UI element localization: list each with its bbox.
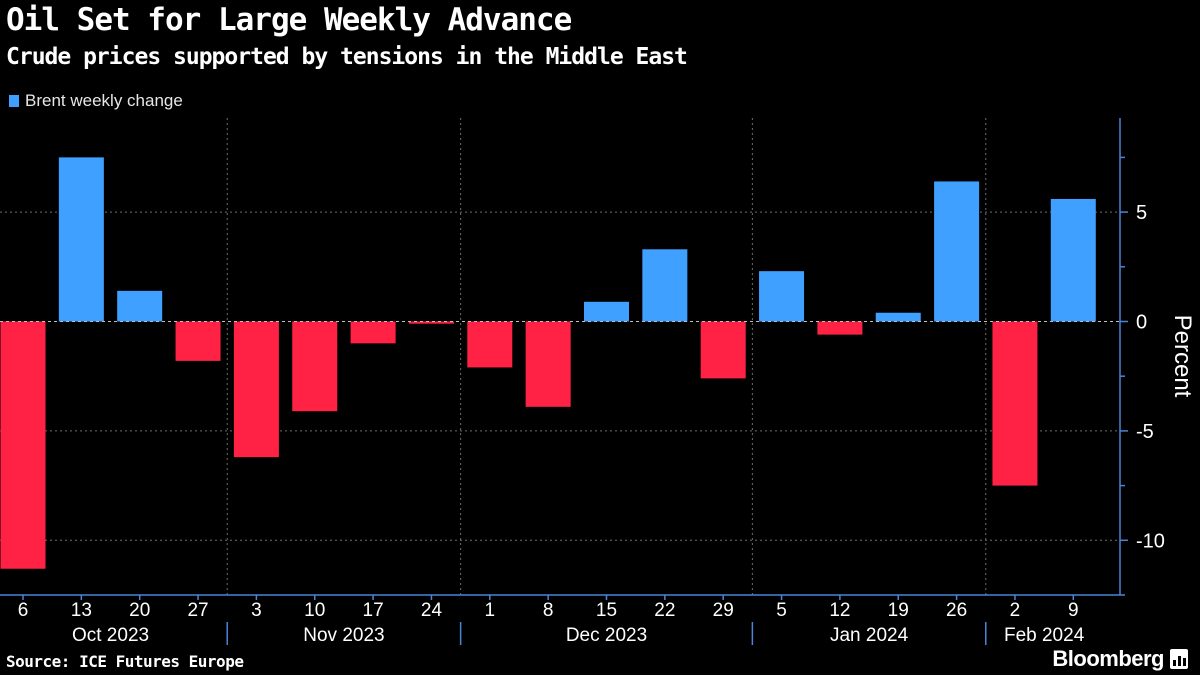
bar (992, 321, 1038, 486)
y-tick-label: 5 (1136, 202, 1147, 224)
bar (350, 321, 396, 344)
legend-label: Brent weekly change (25, 91, 183, 110)
bar (642, 249, 688, 322)
x-tick-label: 17 (363, 600, 384, 621)
x-tick-label: 27 (187, 600, 208, 621)
x-tick-label: 9 (1068, 600, 1079, 621)
bar (759, 271, 805, 322)
y-tick-label: 0 (1136, 311, 1147, 333)
bar (408, 321, 454, 324)
x-tick-label: 8 (543, 600, 554, 621)
x-tick-label: 1 (485, 600, 496, 621)
bar (1050, 198, 1096, 322)
bar (292, 321, 338, 412)
brand-text: Bloomberg (1052, 646, 1164, 671)
x-tick-label: 6 (18, 600, 29, 621)
bar (233, 321, 279, 458)
month-label: Dec 2023 (566, 625, 647, 646)
bar (700, 321, 746, 379)
x-tick-label: 5 (776, 600, 787, 621)
month-label: Jan 2024 (830, 625, 909, 646)
y-axis-label: Percent (1169, 315, 1196, 398)
bar (875, 312, 921, 322)
bar (467, 321, 513, 368)
x-tick-label: 24 (421, 600, 443, 621)
bar (175, 321, 221, 361)
bar (525, 321, 571, 407)
x-tick-label: 19 (888, 600, 909, 621)
chart-subtitle: Crude prices supported by tensions in th… (6, 44, 688, 70)
bar (584, 301, 629, 322)
month-label: Oct 2023 (72, 625, 149, 646)
x-tick-label: 29 (713, 600, 734, 621)
x-tick-label: 15 (596, 600, 617, 621)
bar (58, 157, 104, 322)
source-note: Source: ICE Futures Europe (6, 652, 244, 671)
bar (934, 181, 980, 322)
x-tick-label: 13 (71, 600, 92, 621)
month-label: Feb 2024 (1004, 625, 1085, 646)
chart-title: Oil Set for Large Weekly Advance (6, 2, 572, 38)
y-tick-label: -10 (1136, 530, 1165, 552)
legend-swatch (9, 95, 19, 107)
x-tick-label: 3 (251, 600, 262, 621)
month-label: Nov 2023 (303, 625, 384, 646)
bar (117, 290, 163, 322)
x-tick-label: 12 (829, 600, 850, 621)
bloomberg-terminal-icon (1170, 649, 1188, 669)
legend: Brent weekly change (9, 91, 183, 111)
x-tick-label: 10 (304, 600, 325, 621)
x-tick-label: 2 (1010, 600, 1021, 621)
x-tick-label: 20 (129, 600, 150, 621)
x-tick-label: 22 (654, 600, 675, 621)
bar (0, 321, 46, 569)
bar (817, 321, 863, 335)
brand-logo: Bloomberg (1052, 646, 1188, 672)
y-tick-label: -5 (1136, 421, 1154, 443)
x-tick-label: 26 (946, 600, 967, 621)
